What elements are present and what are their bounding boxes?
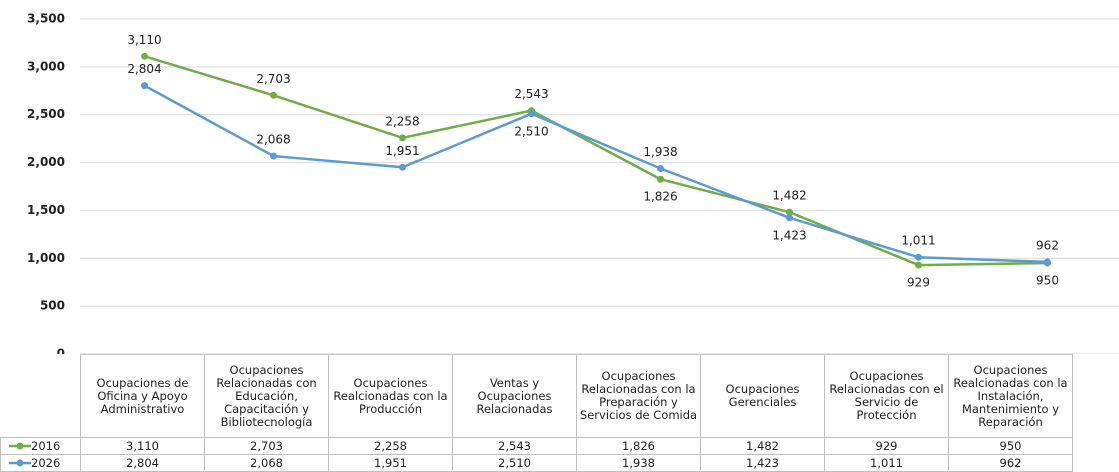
- y-tick-label: 3,000: [27, 59, 65, 73]
- value-cell: 950: [948, 437, 1073, 455]
- data-label: 1,482: [772, 189, 806, 203]
- series-line: [143, 84, 1048, 264]
- legend-cell: 2016: [0, 437, 81, 455]
- value-cell: 2,703: [204, 437, 329, 455]
- category-cell: Ocupaciones Realcionadas con la Producci…: [328, 354, 453, 438]
- value-cell: 1,011: [824, 454, 949, 472]
- data-point: [270, 152, 277, 160]
- data-label: 962: [1036, 238, 1059, 252]
- data-table: Ocupaciones de Oficina y Apoyo Administr…: [0, 354, 1073, 472]
- series-line: [144, 55, 1048, 267]
- legend-label: 2026: [31, 455, 61, 470]
- data-point: [141, 82, 148, 90]
- legend-dot: [16, 459, 24, 467]
- value-cell: 929: [824, 437, 949, 455]
- y-tick-label: 2,000: [27, 155, 65, 169]
- value-cell: 962: [948, 454, 1073, 472]
- data-point: [1044, 258, 1051, 266]
- legend-dot: [16, 442, 24, 450]
- value-cell: 2,543: [452, 437, 577, 455]
- data-point: [915, 261, 922, 269]
- legend-icon: [9, 459, 31, 467]
- category-cell: Ocupaciones Realcionadas con la Instalac…: [948, 354, 1073, 438]
- data-point: [657, 165, 664, 173]
- legend-cell: 2026: [0, 454, 81, 472]
- category-cell: Ocupaciones Relacionadas con el Servicio…: [824, 354, 949, 438]
- value-cell: 1,482: [700, 437, 825, 455]
- y-tick-label: 3,500: [27, 12, 65, 26]
- value-cell: 2,258: [328, 437, 453, 455]
- data-point: [399, 134, 406, 142]
- table-row: 2026 2,804 2,068 1,951 2,510 1,938 1,423 1,011 9…: [0, 454, 1073, 472]
- value-cell: 1,423: [700, 454, 825, 472]
- data-point: [399, 163, 406, 171]
- legend-icon: [9, 442, 31, 450]
- data-label: 2,543: [514, 87, 548, 101]
- data-label: 1,951: [385, 144, 419, 158]
- category-cell: Ocupaciones Relacionadas con Educación, …: [204, 354, 329, 438]
- value-cell: 1,826: [576, 437, 701, 455]
- data-label: 929: [907, 276, 930, 290]
- category-cell: Ventas y Ocupaciones Relacionadas: [452, 354, 577, 438]
- category-cell: Ocupaciones de Oficina y Apoyo Administr…: [80, 354, 205, 438]
- data-point: [915, 253, 922, 261]
- data-label: 2,068: [256, 133, 290, 147]
- y-tick-label: 0: [57, 347, 65, 355]
- data-label: 1,826: [643, 190, 677, 204]
- category-cell: Ocupaciones Relacionadas con la Preparac…: [576, 354, 701, 438]
- value-cell: 2,068: [204, 454, 329, 472]
- data-label: 3,110: [127, 33, 161, 47]
- data-label: 2,703: [256, 72, 290, 86]
- data-point: [657, 175, 664, 183]
- data-label: 2,258: [385, 114, 419, 128]
- data-point: [786, 214, 793, 222]
- chart: 0 500 1,000 1,500 2,000 2,500 3,000 3,500 3,110 2…: [27, 12, 1119, 355]
- data-point: [786, 208, 793, 216]
- value-cell: 1,938: [576, 454, 701, 472]
- data-label: 950: [1036, 274, 1059, 288]
- value-cell: 2,804: [80, 454, 205, 472]
- value-cell: 1,951: [328, 454, 453, 472]
- header-row: Ocupaciones de Oficina y Apoyo Administr…: [1, 354, 1073, 438]
- legend-label: 2016: [31, 438, 61, 453]
- data-point: [141, 52, 148, 60]
- data-point: [270, 91, 277, 99]
- table-row: 2016 3,110 2,703 2,258 2,543 1,826 1,482 929 950: [0, 437, 1073, 455]
- value-cell: 2,510: [452, 454, 577, 472]
- corner-cell: [1, 355, 81, 438]
- data-label: 2,804: [127, 62, 161, 76]
- y-tick-label: 1,000: [27, 251, 65, 265]
- y-tick-label: 2,500: [27, 107, 65, 121]
- y-tick-label: 1,500: [27, 203, 65, 217]
- data-label: 1,938: [643, 145, 677, 159]
- value-cell: 3,110: [80, 437, 205, 455]
- y-tick-label: 500: [40, 299, 65, 313]
- data-label: 2,510: [514, 124, 548, 138]
- data-label: 1,011: [901, 234, 935, 248]
- data-point: [528, 110, 535, 118]
- data-label: 1,423: [772, 228, 806, 242]
- category-cell: Ocupaciones Gerenciales: [700, 354, 825, 438]
